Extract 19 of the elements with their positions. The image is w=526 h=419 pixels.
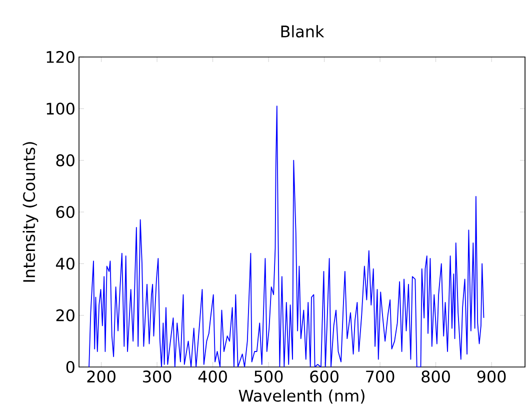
y-tick-label: 120 <box>46 50 74 64</box>
y-axis-title: Intensity (Counts) <box>22 142 38 282</box>
x-tick-label: 400 <box>198 370 227 383</box>
line-series <box>88 106 484 367</box>
x-tick-label: 300 <box>143 370 172 383</box>
y-tick-label: 80 <box>56 154 74 166</box>
x-tick-label: 500 <box>254 370 283 383</box>
x-tick-label: 900 <box>477 370 506 383</box>
y-tick-label: 40 <box>56 258 74 270</box>
y-tick-label: 60 <box>56 206 74 218</box>
chart-title: Blank <box>281 25 324 38</box>
x-tick-label: 200 <box>87 370 116 383</box>
x-tick-label: 600 <box>310 370 338 383</box>
y-tick-label: 100 <box>46 102 74 115</box>
x-tick-label: 800 <box>422 370 450 383</box>
x-tick-label: 700 <box>366 370 394 383</box>
x-axis-title: Wavelenth (nm) <box>238 389 364 404</box>
y-tick-label: 0 <box>66 360 74 374</box>
y-tick-label: 20 <box>56 309 74 322</box>
